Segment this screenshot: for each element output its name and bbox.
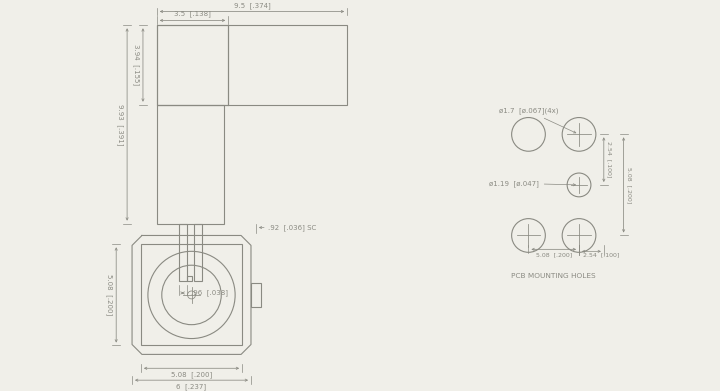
Text: 5.08  [.200]: 5.08 [.200] (107, 274, 113, 316)
Bar (157, 25, 347, 105)
Bar (251, 283, 261, 307)
Bar (179, 224, 186, 281)
Text: ø1.7  [ø.067](4x): ø1.7 [ø.067](4x) (499, 108, 576, 133)
Text: 5.08  [.200]: 5.08 [.200] (171, 371, 212, 378)
Bar (157, 25, 228, 105)
Bar (157, 105, 224, 224)
Text: ø1.19  [ø.047]: ø1.19 [ø.047] (489, 180, 575, 187)
Text: 9.93  [.391]: 9.93 [.391] (117, 104, 124, 145)
Text: 3.94  [.155]: 3.94 [.155] (133, 45, 140, 86)
Bar (186, 276, 192, 281)
Text: 9.5  [.374]: 9.5 [.374] (233, 2, 270, 9)
Text: 3.5  [.138]: 3.5 [.138] (174, 11, 211, 18)
Text: .92  [.036] SC: .92 [.036] SC (268, 224, 316, 231)
Bar (141, 244, 242, 346)
Text: .96  [.038]: .96 [.038] (191, 290, 228, 296)
Text: 2.54  [.100]: 2.54 [.100] (607, 142, 612, 178)
Bar (194, 224, 202, 281)
Text: 5.08  [.200]: 5.08 [.200] (626, 167, 631, 203)
Text: 2.54  [.100]: 2.54 [.100] (583, 252, 619, 257)
Text: 5.08  [.200]: 5.08 [.200] (536, 252, 572, 257)
Text: PCB MOUNTING HOLES: PCB MOUNTING HOLES (511, 273, 596, 279)
Text: 6  [.237]: 6 [.237] (176, 383, 207, 390)
